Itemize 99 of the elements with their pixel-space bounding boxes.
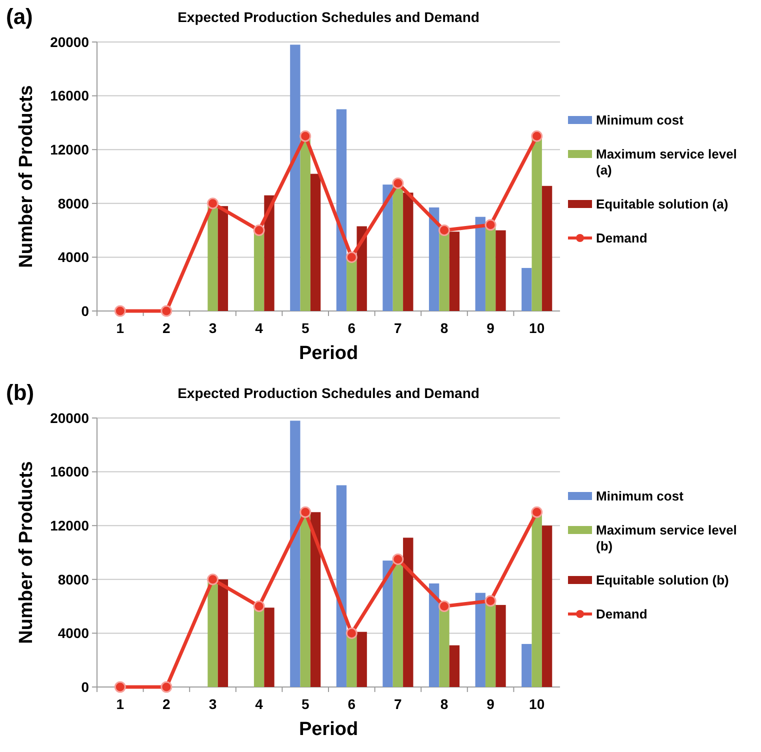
point — [300, 506, 312, 518]
x-tick-label: 3 — [208, 320, 217, 336]
text: (b) — [6, 380, 34, 405]
legend-label: Minimum cost — [596, 488, 684, 504]
text: (a) — [6, 4, 33, 29]
bar — [542, 526, 552, 687]
legend-label: Maximum service level (b) — [596, 522, 737, 554]
legend-label: Equitable solution (b) — [596, 572, 729, 588]
bar — [496, 230, 506, 311]
bar — [428, 583, 440, 687]
x-tick-label: 9 — [486, 320, 495, 336]
x-tick-label: 1 — [116, 696, 124, 712]
bar — [264, 195, 274, 311]
bar — [218, 206, 228, 311]
y-tick-label: 20000 — [50, 34, 90, 50]
point — [531, 130, 543, 142]
x-tick-label: 8 — [440, 696, 448, 712]
point — [392, 177, 404, 189]
bar — [290, 420, 300, 687]
bar — [403, 192, 414, 311]
point — [531, 506, 543, 518]
point — [114, 305, 126, 317]
x-tick-label: 4 — [255, 696, 264, 712]
chart-title: Expected Production Schedules and Demand — [178, 385, 480, 401]
bar — [522, 268, 532, 311]
y-tick-label: 12000 — [50, 518, 90, 534]
bar — [392, 560, 404, 687]
x-tick-label: 2 — [162, 696, 171, 712]
legend-label: Minimum cost — [596, 112, 684, 128]
bar — [496, 604, 506, 687]
bar — [264, 608, 274, 687]
x-tick-label: 10 — [529, 696, 545, 712]
y-tick-label: 4000 — [58, 249, 90, 266]
bar — [218, 579, 228, 687]
point — [438, 600, 450, 612]
x-tick-label: 9 — [486, 696, 495, 712]
legend-label: Equitable solution (a) — [596, 196, 728, 212]
point — [160, 305, 172, 317]
y-tick-label: 8000 — [58, 571, 90, 588]
y-tick-label: 12000 — [50, 142, 90, 158]
y-axis-title: Number of Products — [16, 85, 37, 268]
bar — [522, 644, 532, 687]
bar — [310, 174, 321, 311]
point — [253, 600, 265, 612]
y-tick-label: 0 — [81, 302, 90, 319]
bar — [532, 514, 542, 687]
y-tick-label: 8000 — [58, 195, 90, 212]
x-tick-label: 2 — [162, 320, 171, 336]
bar — [310, 512, 321, 687]
x-tick-label: 3 — [208, 696, 217, 712]
x-tick-label: 6 — [348, 320, 356, 336]
point — [346, 251, 358, 263]
point — [484, 219, 496, 231]
point — [300, 130, 312, 142]
bar — [392, 184, 404, 311]
bar — [336, 109, 347, 311]
bar — [475, 592, 486, 687]
point — [207, 574, 218, 586]
chart-title: Expected Production Schedules and Demand — [178, 9, 480, 25]
x-tick-label: 7 — [394, 320, 402, 336]
y-tick-label: 16000 — [50, 88, 90, 104]
point — [114, 681, 126, 693]
point — [438, 224, 450, 236]
bar — [403, 538, 414, 687]
x-tick-label: 10 — [529, 320, 545, 336]
x-tick-label: 6 — [348, 696, 356, 712]
bar — [356, 226, 367, 311]
legend-label: Demand — [596, 230, 648, 246]
legend-label: Demand — [596, 606, 648, 622]
x-tick-label: 4 — [255, 320, 264, 336]
point — [392, 553, 404, 565]
bar — [290, 44, 300, 311]
x-tick-label: 8 — [440, 320, 448, 336]
point — [207, 198, 218, 210]
legend-label: Maximum service level (a) — [596, 146, 737, 178]
bar — [449, 232, 460, 311]
x-axis-title: Period — [298, 719, 358, 740]
bar — [542, 186, 552, 311]
y-tick-label: 20000 — [50, 410, 90, 426]
bar — [382, 184, 393, 311]
y-axis-title: Number of Products — [16, 461, 37, 644]
point — [484, 595, 496, 607]
x-tick-label: 5 — [301, 696, 310, 712]
bar — [356, 632, 367, 687]
bar — [449, 645, 460, 687]
y-tick-label: 4000 — [58, 625, 90, 642]
point — [160, 681, 172, 693]
x-axis-title: Period — [298, 343, 358, 364]
bar — [475, 216, 486, 311]
point — [253, 224, 265, 236]
bar — [382, 560, 393, 687]
x-tick-label: 1 — [116, 320, 124, 336]
bar — [336, 485, 347, 687]
bar — [428, 207, 440, 311]
x-tick-label: 7 — [394, 696, 402, 712]
y-tick-label: 0 — [81, 678, 90, 695]
y-tick-label: 16000 — [50, 464, 90, 480]
point — [346, 627, 358, 639]
x-tick-label: 5 — [301, 320, 310, 336]
